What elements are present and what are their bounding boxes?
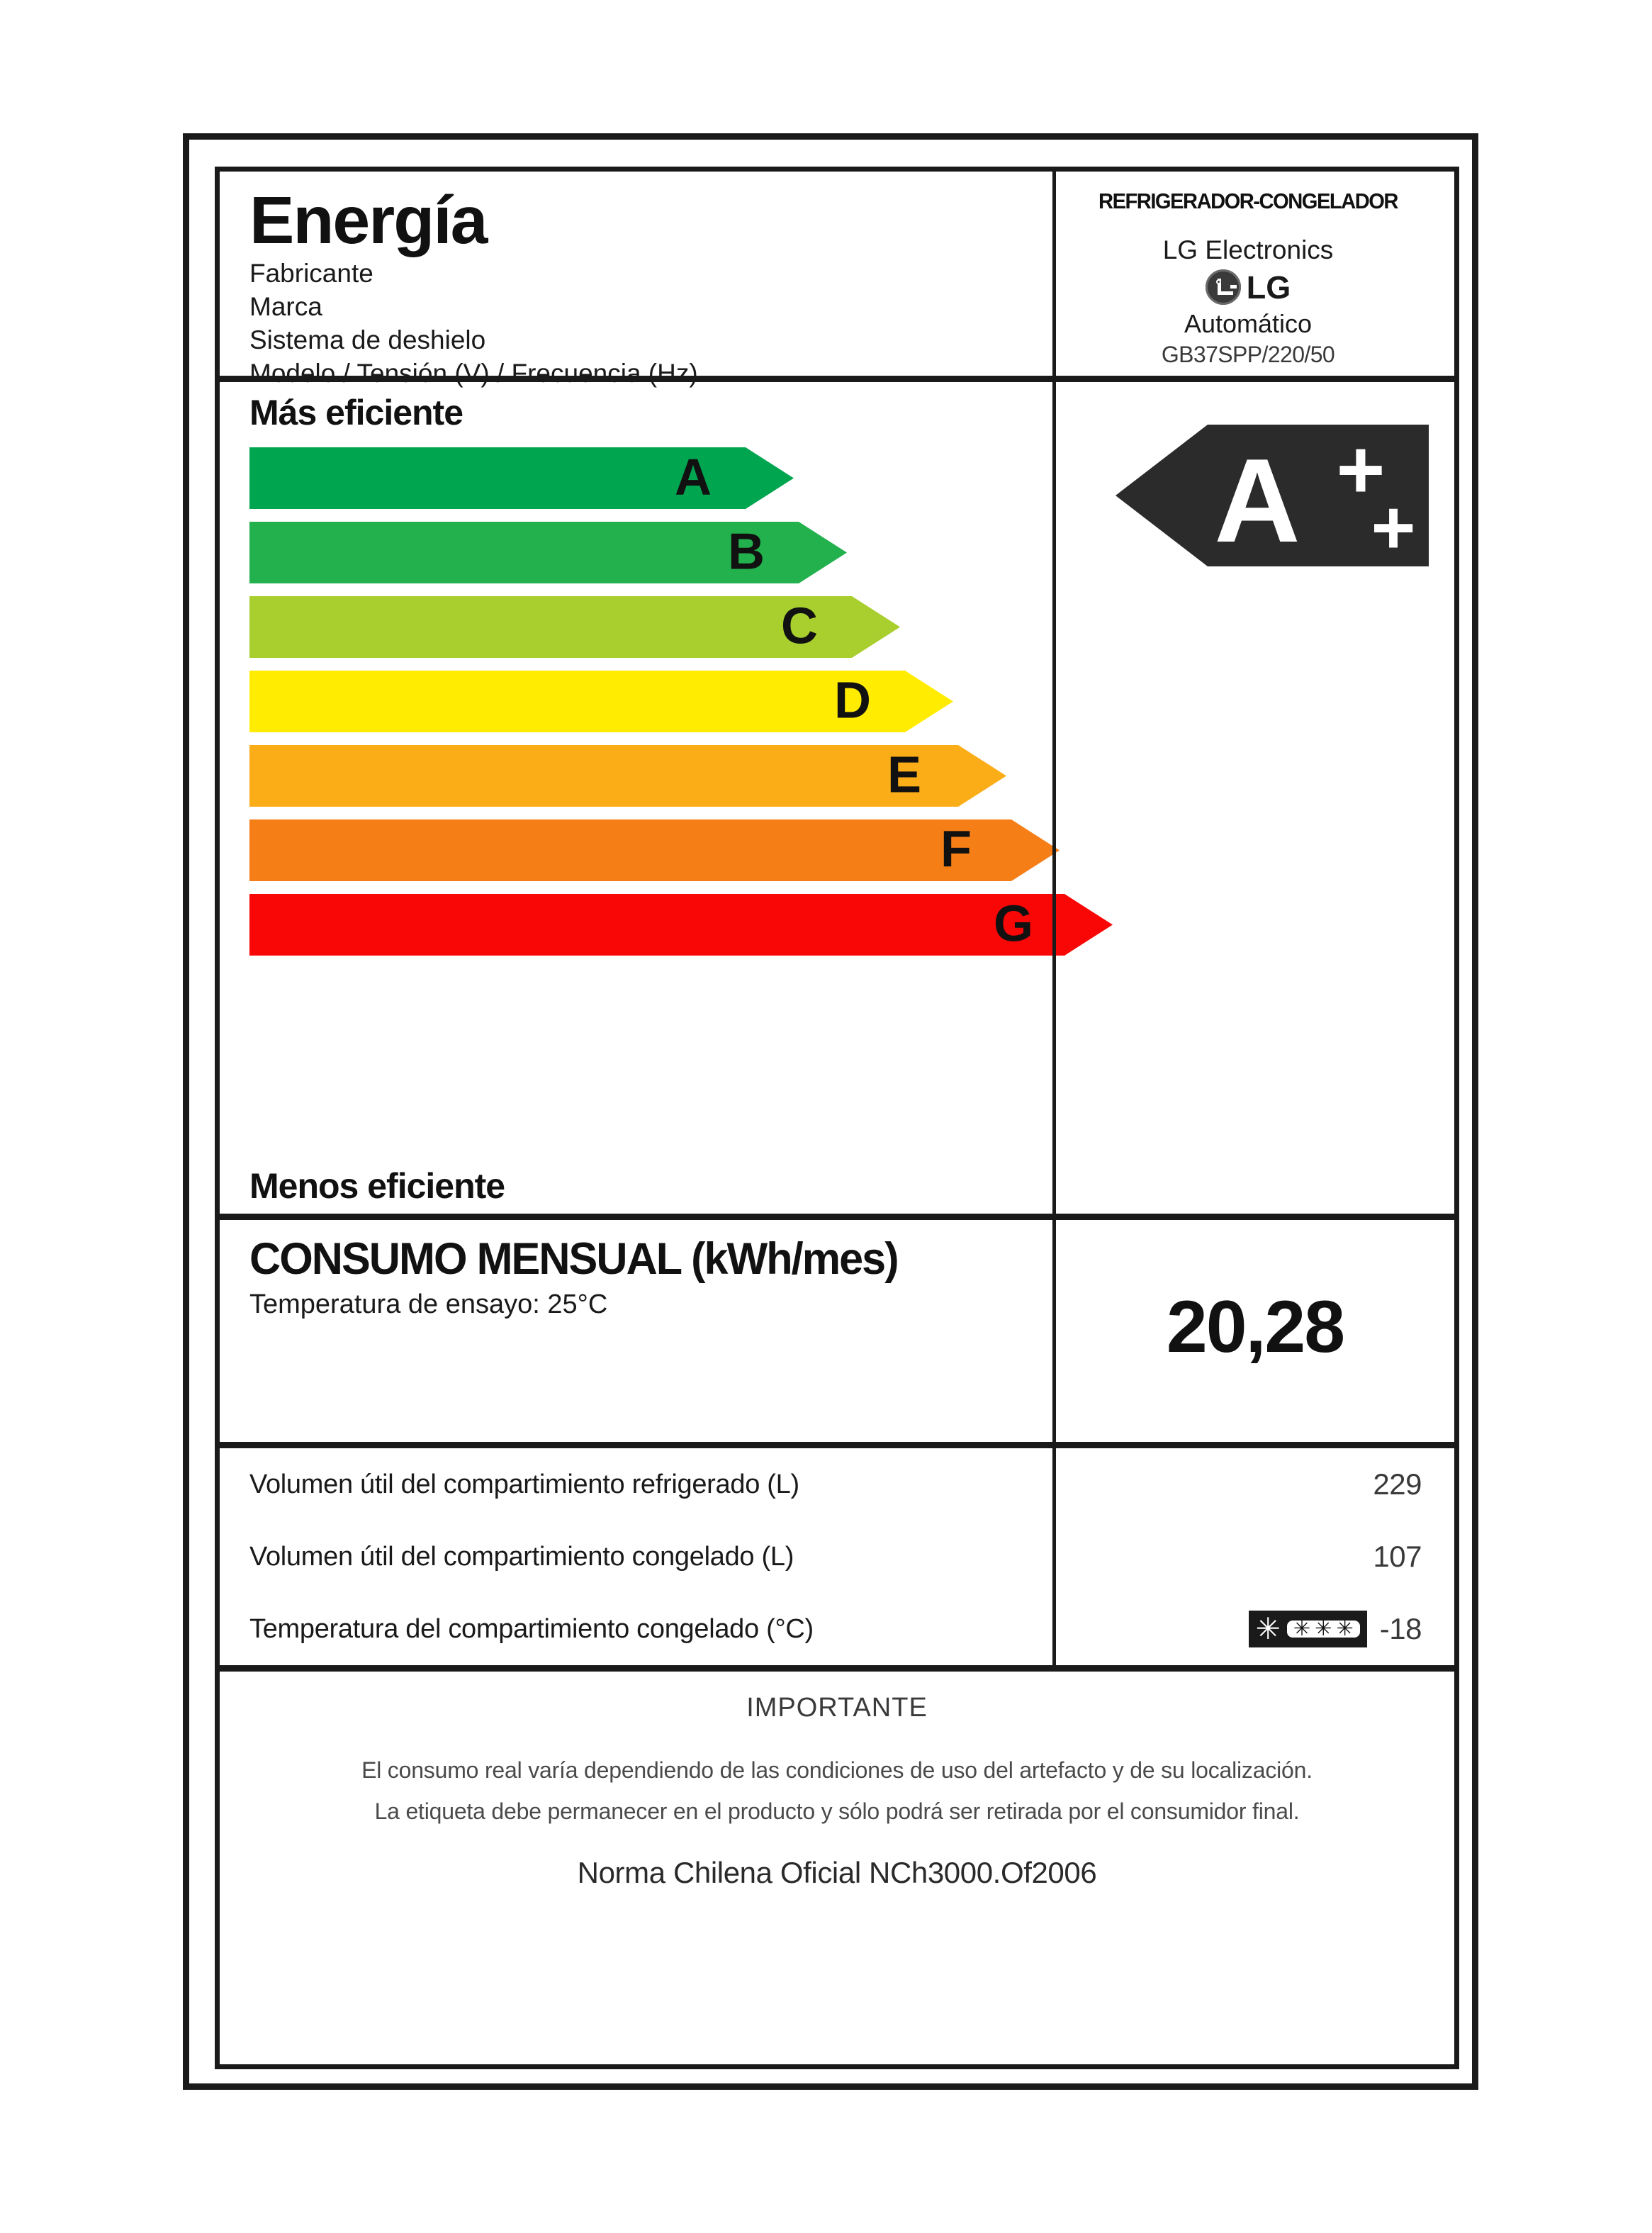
brand-logo: LG (1063, 269, 1433, 305)
important-title: IMPORTANTE (746, 1693, 928, 1723)
consumption-value-column: 20,28 (1052, 1220, 1454, 1442)
efficiency-bar-letter-f: F (940, 821, 972, 878)
consumption-title: CONSUMO MENSUAL (kWh/mes) (249, 1234, 899, 1284)
header-right-column: REFRIGERADOR-CONGELADOR LG Electronics L… (1052, 172, 1454, 376)
row-value-cell-refrigerated-volume: 229 (1052, 1448, 1454, 1521)
grade-column: A + + (1052, 382, 1454, 1214)
most-efficient-caption: Más eficiente (249, 393, 463, 432)
row-value-frozen-temperature: -18 (1379, 1612, 1422, 1645)
lg-eye-dot-icon (1215, 279, 1221, 284)
spec-label-fabricante: Fabricante (249, 259, 373, 288)
row-value-frozen-volume: 107 (1373, 1540, 1422, 1573)
appliance-type: REFRIGERADOR-CONGELADOR (1098, 189, 1398, 213)
consumption-test-temperature: Temperatura de ensayo: 25°C (249, 1289, 608, 1320)
page-title: Energía (249, 183, 488, 258)
row-label-frozen-temperature: Temperatura del compartimiento congelado… (249, 1613, 814, 1644)
efficiency-bar-letter-d: D (834, 672, 871, 729)
three-star-box-icon: ✳ ✳ ✳ (1286, 1617, 1360, 1640)
efficiency-bar-shape-g (249, 894, 1113, 956)
efficiency-bar-shape-a (249, 447, 794, 509)
efficiency-bars-column: Más eficiente A B (220, 382, 1113, 1214)
table-row: Volumen útil del compartimiento congelad… (220, 1521, 1454, 1593)
spec-label-sistema-deshielo: Sistema de deshielo (249, 325, 486, 354)
important-note-line-2: La etiqueta debe permanecer en el produc… (374, 1798, 1300, 1824)
least-efficient-caption: Menos eficiente (249, 1166, 505, 1206)
efficiency-bar-letter-c: C (781, 598, 818, 655)
efficiency-bar-shape-e (249, 745, 1006, 807)
freezer-star-rating-icon: ✳ ✳ ✳ ✳ (1248, 1611, 1367, 1647)
grade-plus-lower: + (1371, 484, 1415, 566)
efficiency-bar-shape-b (249, 522, 847, 583)
efficiency-bar-shape-d (249, 671, 953, 732)
row-value-cell-frozen-volume: 107 (1052, 1521, 1454, 1593)
table-row: Temperatura del compartimiento congelado… (220, 1593, 1454, 1665)
consumption-section: CONSUMO MENSUAL (kWh/mes) Temperatura de… (220, 1220, 1454, 1448)
standard-reference: Norma Chilena Oficial NCh3000.Of2006 (577, 1856, 1097, 1890)
efficiency-scale-section: Más eficiente A B (220, 382, 1454, 1220)
header-left-column: Energía Fabricante Marca Sistema de desh… (220, 172, 1052, 388)
row-value-refrigerated-volume: 229 (1373, 1467, 1422, 1501)
star-icon-2: ✳ (1315, 1617, 1332, 1640)
row-label-refrigerated-volume: Volumen útil del compartimiento refriger… (249, 1469, 799, 1499)
spec-label-marca: Marca (249, 291, 322, 321)
grade-badge: A + + (1116, 425, 1429, 566)
star-icon-3: ✳ (1336, 1617, 1354, 1640)
footer-section: IMPORTANTE El consumo real varía dependi… (220, 1672, 1454, 2064)
important-note-line-1: El consumo real varía dependiendo de las… (361, 1757, 1313, 1783)
energy-label-inner-frame: Energía Fabricante Marca Sistema de desh… (215, 167, 1459, 2069)
row-value-cell-frozen-temperature: ✳ ✳ ✳ ✳ -18 (1052, 1593, 1454, 1665)
header-section: Energía Fabricante Marca Sistema de desh… (220, 172, 1454, 388)
energy-label-outer-frame: Energía Fabricante Marca Sistema de desh… (183, 133, 1478, 2090)
grade-arrow-icon: A + + (1116, 425, 1429, 566)
efficiency-bar-letter-e: E (887, 746, 922, 804)
model-voltage-frequency-value: GB37SPP/220/50 (1161, 342, 1335, 367)
efficiency-bar-letter-b: B (728, 523, 765, 581)
efficiency-bar-shape-f (249, 819, 1060, 881)
data-table: Volumen útil del compartimiento refriger… (220, 1448, 1454, 1672)
grade-plus-upper: + (1337, 425, 1386, 517)
table-row: Volumen útil del compartimiento refriger… (220, 1448, 1454, 1521)
lg-g-bar-icon (1230, 285, 1237, 289)
defrost-system-value: Automático (1184, 309, 1313, 338)
efficiency-bar-letter-g: G (994, 895, 1034, 953)
spec-label-modelo-tension-frecuencia: Modelo / Tensión (V) / Frecuencia (Hz) (249, 358, 698, 388)
snowflake-icon: ✳ (1255, 1611, 1281, 1645)
consumption-value: 20,28 (1166, 1285, 1345, 1368)
brand-wordmark: LG (1246, 269, 1291, 306)
manufacturer-name: LG Electronics (1162, 235, 1334, 264)
star-icon-1: ✳ (1293, 1617, 1311, 1640)
lg-face-icon (1205, 269, 1241, 305)
efficiency-bar-letter-a: A (675, 449, 712, 506)
row-label-frozen-volume: Volumen útil del compartimiento congelad… (249, 1541, 794, 1572)
efficiency-bar-shape-c (249, 596, 900, 658)
consumption-label-column: CONSUMO MENSUAL (kWh/mes) Temperatura de… (220, 1220, 1052, 1442)
grade-letter: A (1214, 434, 1300, 566)
